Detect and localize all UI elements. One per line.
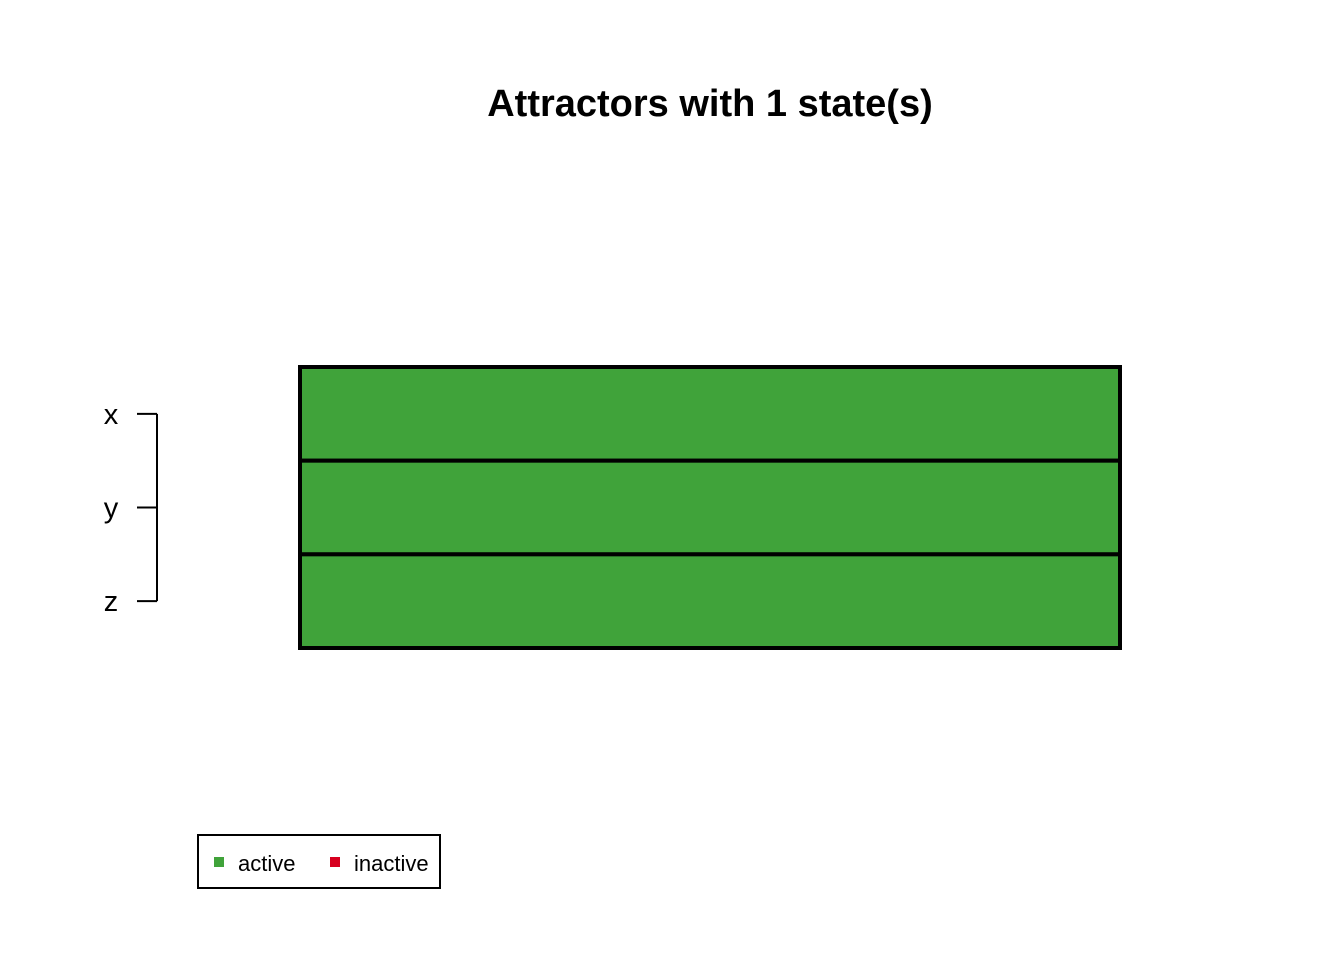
cell-x-state-1 xyxy=(298,365,1122,463)
gene-label-y: y xyxy=(104,493,119,525)
legend-swatch-inactive xyxy=(330,857,340,867)
gene-label-x: x xyxy=(104,399,119,431)
gene-label-z: z xyxy=(104,586,119,618)
state-grid xyxy=(298,365,1122,650)
legend-box xyxy=(197,834,441,889)
legend-label-inactive: inactive xyxy=(354,851,429,876)
cell-z-state-1 xyxy=(298,552,1122,650)
chart-title: Attractors with 1 state(s) xyxy=(487,83,933,125)
legend-label-active: active xyxy=(238,851,295,876)
legend-swatch-active xyxy=(214,857,224,867)
cell-y-state-1 xyxy=(298,458,1122,557)
legend: active inactive xyxy=(197,834,441,889)
gene-axis: x y z xyxy=(104,399,158,618)
